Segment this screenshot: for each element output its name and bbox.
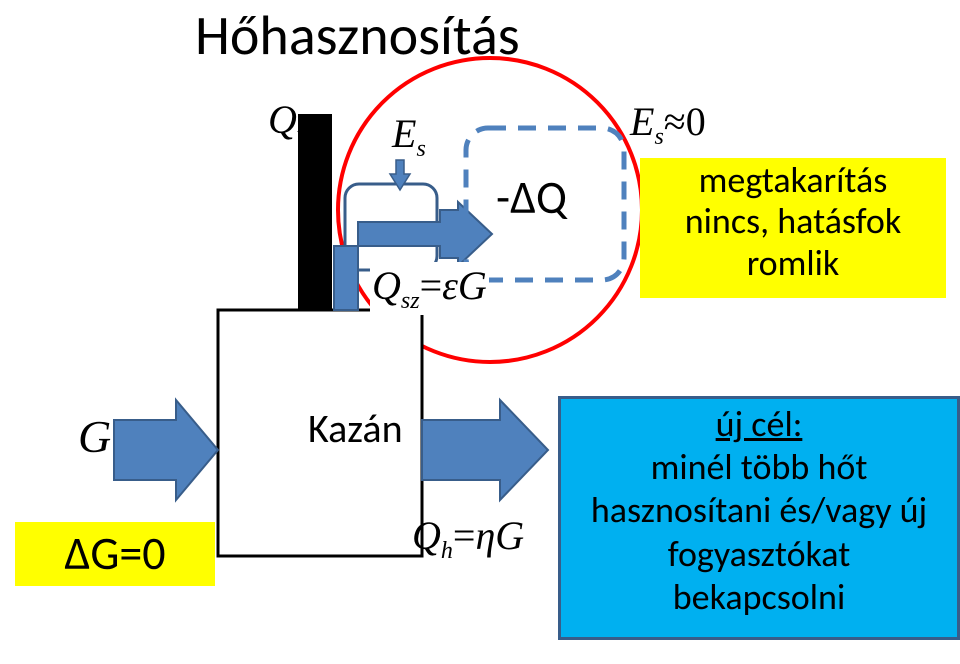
cyan-line2: minél több hőt [561,446,957,489]
G-text: G [78,411,111,462]
cyan-line3: hasznosítani és/vagy új [561,489,957,532]
yellow-box-dG0: ΔG=0 [15,522,215,586]
cyan-line4: fogyasztókat [561,533,957,576]
Es-sub: s [416,136,425,162]
Kazan-text: Kazán [308,404,403,453]
dG0-text: ΔG=0 [64,526,165,582]
cyan-line5: bekapcsolni [561,576,957,619]
Es-base: E [392,111,416,156]
Es0-tail: ≈0 [664,99,706,144]
Es0-sub: s [654,124,663,150]
yellow-box-romlik: megtakarítás nincs, hatásfok romlik [640,158,946,298]
Qsz-base: Q [372,263,401,308]
arrow-G-in [114,400,218,500]
dQ-text: -ΔQ [496,170,567,226]
Qh-mid: = [453,513,476,558]
Qh-tail: G [495,513,524,558]
romlik-line2: nincs, hatásfok [640,201,946,242]
Qv-base: Q [268,97,297,142]
romlik-line1: megtakarítás [640,160,946,201]
Qh-greek: η [475,513,495,558]
label-Es: Es [392,110,426,163]
Qh-sub: h [441,538,453,564]
label-Es0: Es≈0 [630,98,706,151]
romlik-line3: romlik [640,243,946,284]
label-Qv: Qv [268,96,308,149]
Qv-sub: v [297,122,308,148]
Qh-base: Q [412,513,441,558]
label-G: G [78,410,111,463]
label-Kazan: Kazán [308,404,403,453]
label-Qsz: Qsz=εG [370,262,489,315]
Qsz-tail: G [458,263,487,308]
label-Qh: Qh=ηG [412,512,524,565]
arrow-out [422,400,548,500]
Qsz-sub: sz [401,288,420,314]
Es0-base: E [630,99,654,144]
cyan-line1: új cél: [561,403,957,446]
Qsz-greek: ε [442,263,458,308]
cyan-box: új cél: minél több hőt hasznosítani és/v… [558,396,960,640]
label-dQ: -ΔQ [496,170,567,226]
Qsz-mid: = [420,263,443,308]
